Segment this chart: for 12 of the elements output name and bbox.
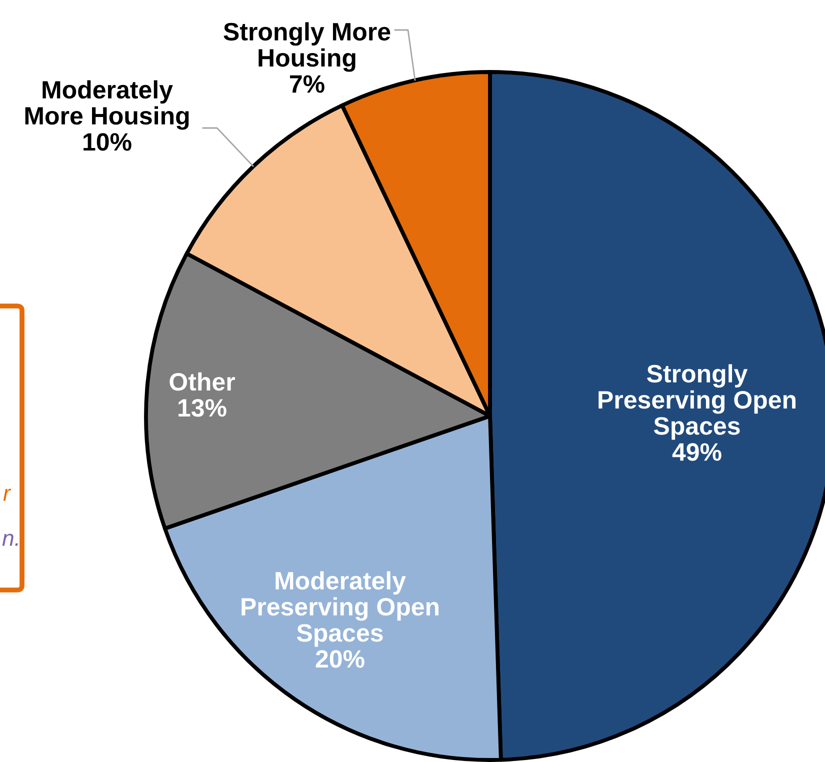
slice-label: Strongly More Housing xyxy=(224,22,390,72)
text: r xyxy=(3,488,12,501)
slice-label: Other xyxy=(170,372,235,391)
data-label: 20% xyxy=(316,650,364,668)
slice-label: Strongly Preserving Open Spaces xyxy=(598,364,796,440)
data-label: 10% xyxy=(84,133,132,151)
data-label: 7% xyxy=(290,75,324,93)
text: n. xyxy=(2,534,18,546)
slice-label: Moderately Preserving Open Spaces xyxy=(242,571,438,647)
data-label: 13% xyxy=(178,399,226,417)
data-label: 49% xyxy=(672,443,722,461)
slice-label: Moderately More Housing xyxy=(25,80,189,130)
